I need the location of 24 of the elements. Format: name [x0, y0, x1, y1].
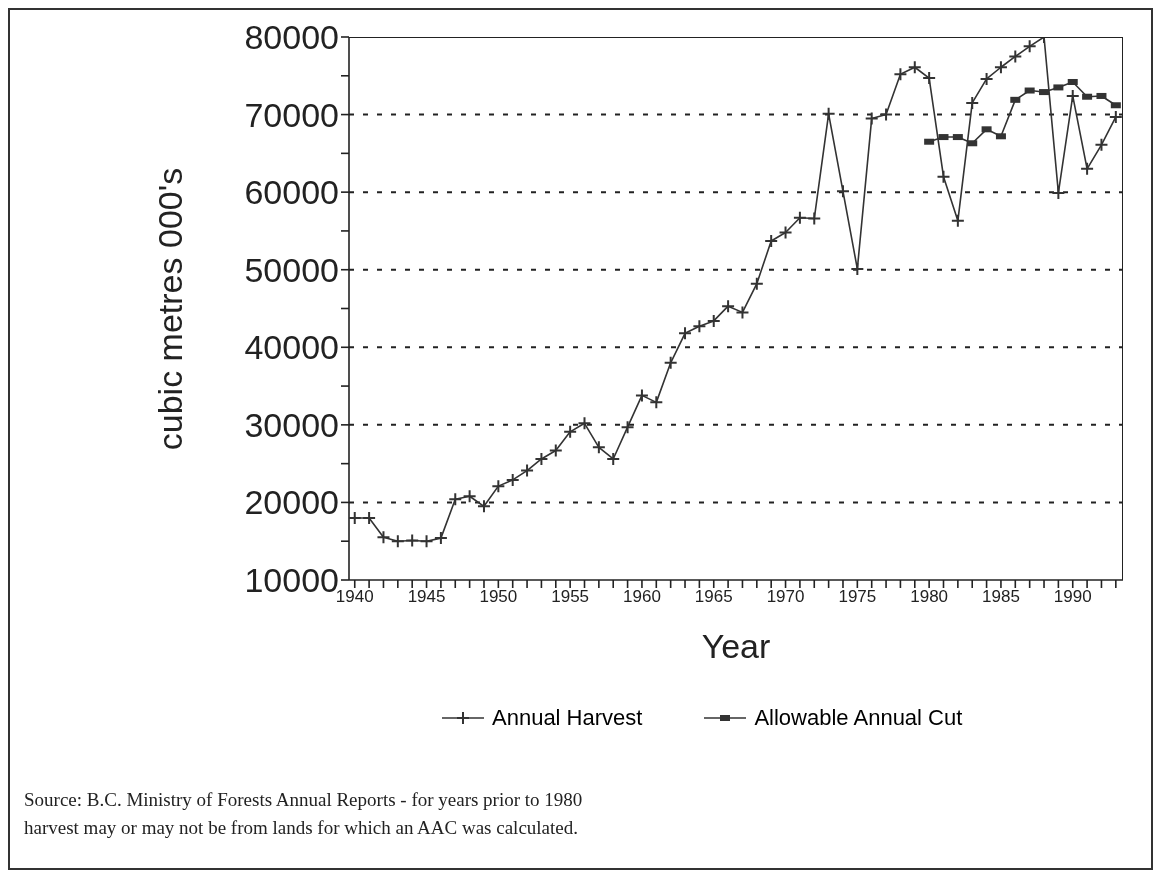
- x-tick-label: 1940: [335, 587, 374, 607]
- y-tick-label: 50000: [244, 250, 339, 289]
- y-axis-title: cubic metres 000's: [150, 167, 190, 450]
- x-tick-label: 1980: [910, 587, 949, 607]
- y-tick-label: 60000: [244, 173, 339, 212]
- source-note: Source: B.C. Ministry of Forests Annual Reports - for years prior to 1980: [24, 788, 583, 812]
- y-tick-label: 70000: [244, 95, 339, 134]
- y-tick-label: 30000: [244, 405, 339, 444]
- legend-label: Annual Harvest: [492, 705, 643, 731]
- legend-label: Allowable Annual Cut: [754, 705, 963, 731]
- x-tick-label: 1985: [982, 587, 1020, 607]
- y-tick-label: 80000: [244, 18, 339, 57]
- x-tick-label: 1970: [766, 587, 805, 607]
- text: harvest may or may not be from lands for which an AAC was calculated.: [24, 816, 579, 840]
- x-tick-label: 1965: [694, 587, 733, 607]
- x-tick-label: 1955: [551, 587, 590, 607]
- x-tick-label: 1960: [623, 587, 661, 607]
- x-tick-label: 1945: [407, 587, 446, 607]
- x-tick-label: 1950: [479, 587, 518, 607]
- x-axis-title: Year: [701, 627, 771, 666]
- y-tick-label: 40000: [244, 328, 339, 367]
- x-tick-label: 1990: [1053, 587, 1092, 607]
- x-tick-label: 1975: [838, 587, 877, 607]
- y-tick-label: 20000: [244, 483, 339, 522]
